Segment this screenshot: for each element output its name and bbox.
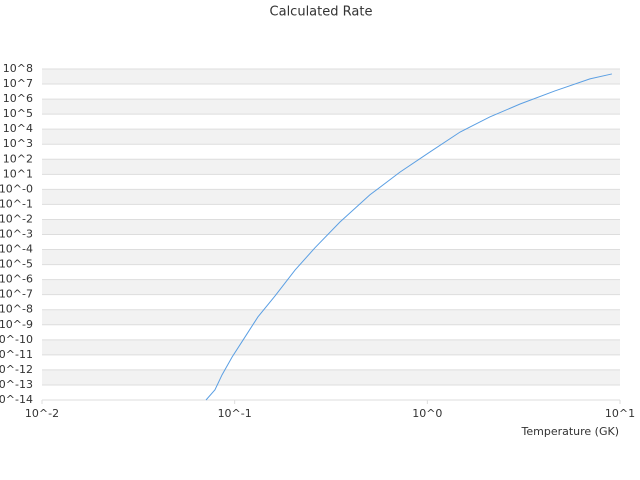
y-tick-label: 10^-10 (0, 333, 33, 346)
grid-band (42, 159, 620, 175)
y-tick-label: 10^4 (3, 122, 33, 135)
line (205, 73, 613, 401)
y-tick-label: 10^-4 (0, 243, 33, 256)
grid-band (42, 69, 620, 85)
x-tick-label: 10^1 (605, 407, 635, 420)
grid-band (42, 369, 620, 385)
y-tick-label: 10^-5 (0, 258, 33, 271)
y-tick-label: 10^-13 (0, 378, 33, 391)
grid-band (42, 309, 620, 325)
y-tick-label: 10^-0 (0, 182, 33, 195)
grid-band (42, 129, 620, 145)
x-tick-label: 10^0 (412, 407, 442, 420)
grid-band (42, 99, 620, 115)
y-tick-label: 10^-1 (0, 197, 33, 210)
y-tick-label: 10^-12 (0, 363, 33, 376)
x-tick-label: 10^-1 (218, 407, 252, 420)
y-tick-label: 10^-8 (0, 303, 33, 316)
y-tick-label: 10^-14 (0, 393, 33, 406)
x-axis-label: Temperature (GK) (521, 425, 620, 438)
y-tick-label: 10^7 (3, 77, 33, 90)
y-tick-label: 10^6 (3, 92, 33, 105)
grid-band (42, 219, 620, 235)
grid-band (42, 249, 620, 265)
grid-band (42, 189, 620, 205)
grid-band (42, 339, 620, 355)
y-tick-label: 10^5 (3, 107, 33, 120)
y-tick-label: 10^1 (3, 167, 33, 180)
y-tick-label: 10^3 (3, 137, 33, 150)
y-tick-label: 10^-2 (0, 212, 33, 225)
y-tick-label: 10^2 (3, 152, 33, 165)
y-tick-label: 10^-9 (0, 318, 33, 331)
x-tick-label: 10^-2 (25, 407, 59, 420)
chart-title: Calculated Rate (270, 5, 373, 20)
y-tick-label: 10^-6 (0, 273, 33, 286)
y-tick-label: 10^-7 (0, 288, 33, 301)
y-tick-label: 10^-11 (0, 348, 33, 361)
y-tick-label: 10^8 (3, 62, 33, 75)
y-tick-label: 10^-3 (0, 228, 33, 241)
grid-band (42, 279, 620, 295)
